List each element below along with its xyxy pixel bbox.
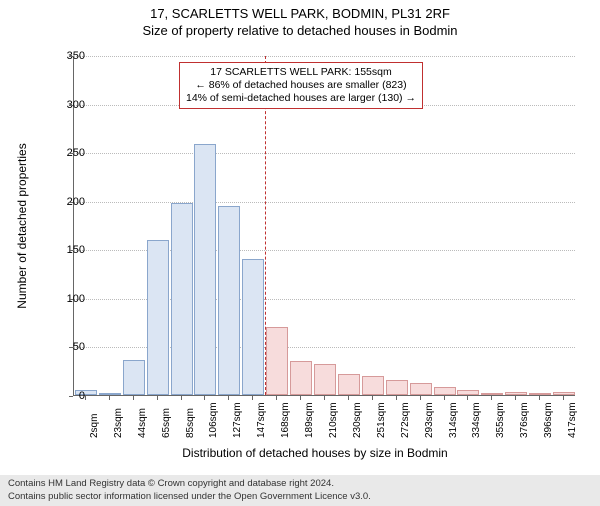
histogram-bar xyxy=(147,240,169,395)
histogram-bar xyxy=(242,259,264,395)
x-tick-label: 210sqm xyxy=(328,402,339,438)
y-tick-mark xyxy=(69,347,73,348)
x-tick-mark xyxy=(372,396,373,400)
x-tick-label: 396sqm xyxy=(543,402,554,438)
x-tick-label: 376sqm xyxy=(519,402,530,438)
y-tick-mark xyxy=(69,396,73,397)
x-tick-mark xyxy=(276,396,277,400)
x-tick-mark xyxy=(420,396,421,400)
histogram-bar xyxy=(266,327,288,395)
x-tick-mark xyxy=(348,396,349,400)
x-tick-label: 168sqm xyxy=(280,402,291,438)
page-subtitle: Size of property relative to detached ho… xyxy=(0,23,600,38)
x-tick-mark xyxy=(204,396,205,400)
footer-line-1: Contains HM Land Registry data © Crown c… xyxy=(8,478,592,490)
gridline xyxy=(74,153,575,154)
x-tick-label: 251sqm xyxy=(376,402,387,438)
x-tick-label: 23sqm xyxy=(113,408,124,438)
histogram-bar xyxy=(99,393,121,395)
y-axis-label: Number of detached properties xyxy=(15,143,29,308)
x-tick-label: 44sqm xyxy=(137,408,148,438)
x-tick-mark xyxy=(324,396,325,400)
annotation-line-2: ← 86% of detached houses are smaller (82… xyxy=(186,79,416,92)
plot-area: 17 SCARLETTS WELL PARK: 155sqm ← 86% of … xyxy=(73,56,575,396)
histogram-bar xyxy=(194,144,216,395)
x-tick-label: 417sqm xyxy=(567,402,578,438)
histogram-bar xyxy=(386,380,408,395)
y-tick-mark xyxy=(69,105,73,106)
x-tick-mark xyxy=(228,396,229,400)
page-title: 17, SCARLETTS WELL PARK, BODMIN, PL31 2R… xyxy=(0,6,600,21)
y-tick-mark xyxy=(69,299,73,300)
x-tick-mark xyxy=(515,396,516,400)
annotation-line-1: 17 SCARLETTS WELL PARK: 155sqm xyxy=(186,66,416,79)
x-tick-label: 334sqm xyxy=(471,402,482,438)
x-tick-mark xyxy=(396,396,397,400)
histogram-bar xyxy=(505,392,527,395)
footer: Contains HM Land Registry data © Crown c… xyxy=(0,475,600,506)
footer-line-2: Contains public sector information licen… xyxy=(8,491,592,503)
chart-container: Number of detached properties 17 SCARLET… xyxy=(55,56,575,426)
histogram-bar xyxy=(171,203,193,395)
x-tick-mark xyxy=(444,396,445,400)
y-tick-mark xyxy=(69,56,73,57)
annotation-box: 17 SCARLETTS WELL PARK: 155sqm ← 86% of … xyxy=(179,62,423,109)
x-tick-mark xyxy=(491,396,492,400)
x-tick-mark xyxy=(85,396,86,400)
x-tick-label: 272sqm xyxy=(400,402,411,438)
x-tick-mark xyxy=(300,396,301,400)
histogram-bar xyxy=(481,393,503,395)
histogram-bar xyxy=(338,374,360,395)
x-tick-label: 106sqm xyxy=(208,402,219,438)
histogram-bar xyxy=(457,390,479,395)
gridline xyxy=(74,202,575,203)
x-tick-mark xyxy=(563,396,564,400)
x-tick-label: 127sqm xyxy=(232,402,243,438)
x-tick-label: 189sqm xyxy=(304,402,315,438)
x-tick-mark xyxy=(109,396,110,400)
x-tick-label: 85sqm xyxy=(185,408,196,438)
x-tick-label: 355sqm xyxy=(495,402,506,438)
x-tick-label: 293sqm xyxy=(424,402,435,438)
y-tick-mark xyxy=(69,202,73,203)
histogram-bar xyxy=(410,383,432,395)
x-tick-label: 230sqm xyxy=(352,402,363,438)
x-tick-mark xyxy=(181,396,182,400)
annotation-line-3: 14% of semi-detached houses are larger (… xyxy=(186,92,416,105)
x-tick-label: 2sqm xyxy=(89,414,100,438)
x-axis-label: Distribution of detached houses by size … xyxy=(55,446,575,460)
y-tick-mark xyxy=(69,153,73,154)
histogram-bar xyxy=(290,361,312,395)
histogram-bar xyxy=(123,360,145,395)
x-tick-mark xyxy=(539,396,540,400)
gridline xyxy=(74,56,575,57)
histogram-bar xyxy=(553,392,575,395)
x-tick-mark xyxy=(467,396,468,400)
histogram-bar xyxy=(218,206,240,395)
x-tick-label: 147sqm xyxy=(256,402,267,438)
x-tick-mark xyxy=(157,396,158,400)
x-tick-mark xyxy=(133,396,134,400)
x-tick-label: 314sqm xyxy=(448,402,459,438)
histogram-bar xyxy=(434,387,456,395)
histogram-bar xyxy=(529,393,551,395)
x-tick-label: 65sqm xyxy=(161,408,172,438)
x-tick-mark xyxy=(252,396,253,400)
y-tick-mark xyxy=(69,250,73,251)
histogram-bar xyxy=(362,376,384,395)
histogram-bar xyxy=(314,364,336,395)
